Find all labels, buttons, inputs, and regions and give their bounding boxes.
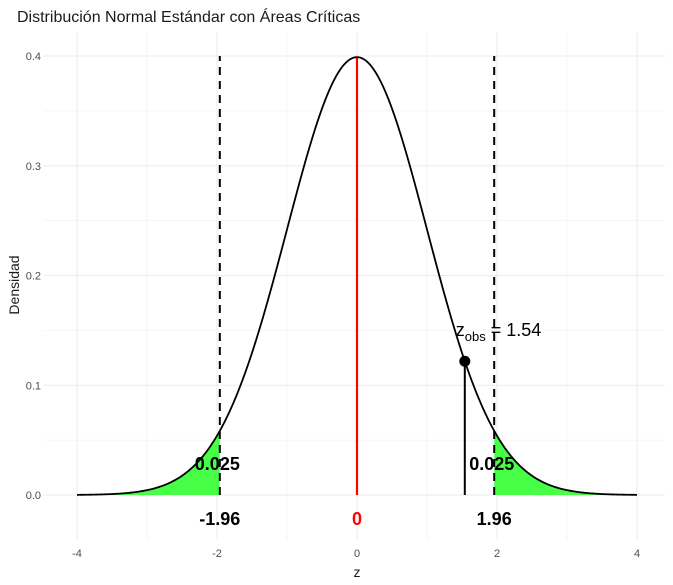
- y-tick-label: 0.1: [26, 380, 41, 392]
- y-tick-label: 0.2: [26, 271, 41, 283]
- observed-z-label: zobs = 1.54: [456, 320, 542, 344]
- shaded-tail-areas: [77, 430, 637, 495]
- x-tick-label: 4: [634, 548, 640, 560]
- reference-lines: [218, 56, 496, 495]
- density-curve: [76, 56, 638, 496]
- axis-ticks: -4 -2 0 2 4 0.0 0.1 0.2 0.3 0.4: [26, 51, 640, 560]
- x-tick-label: -4: [72, 548, 82, 560]
- chart-title: Distribución Normal Estándar con Áreas C…: [17, 7, 360, 26]
- density-curve-layer: [76, 56, 638, 496]
- y-tick-label: 0.3: [26, 161, 41, 173]
- mean-label: 0: [352, 509, 362, 529]
- critical-value-label-right: 1.96: [477, 509, 512, 529]
- y-tick-label: 0.4: [26, 51, 41, 63]
- right-tail-area-label: 0.025: [469, 454, 514, 474]
- x-tick-label: -2: [212, 548, 222, 560]
- observed-z-point: [459, 355, 471, 367]
- grid: [44, 32, 665, 540]
- y-axis-title: Densidad: [6, 255, 22, 314]
- x-tick-label: 0: [354, 548, 360, 560]
- x-tick-label: 2: [494, 548, 500, 560]
- y-tick-label: 0.0: [26, 490, 41, 502]
- right-tail-area: [494, 430, 637, 495]
- left-tail-area: [77, 430, 220, 495]
- critical-value-label-left: -1.96: [199, 509, 240, 529]
- x-axis-title: z: [354, 564, 361, 580]
- left-tail-area-label: 0.025: [195, 454, 240, 474]
- annotation-labels: zobs = 1.54 0.025 0.025 -1.96 1.96 0: [195, 320, 542, 529]
